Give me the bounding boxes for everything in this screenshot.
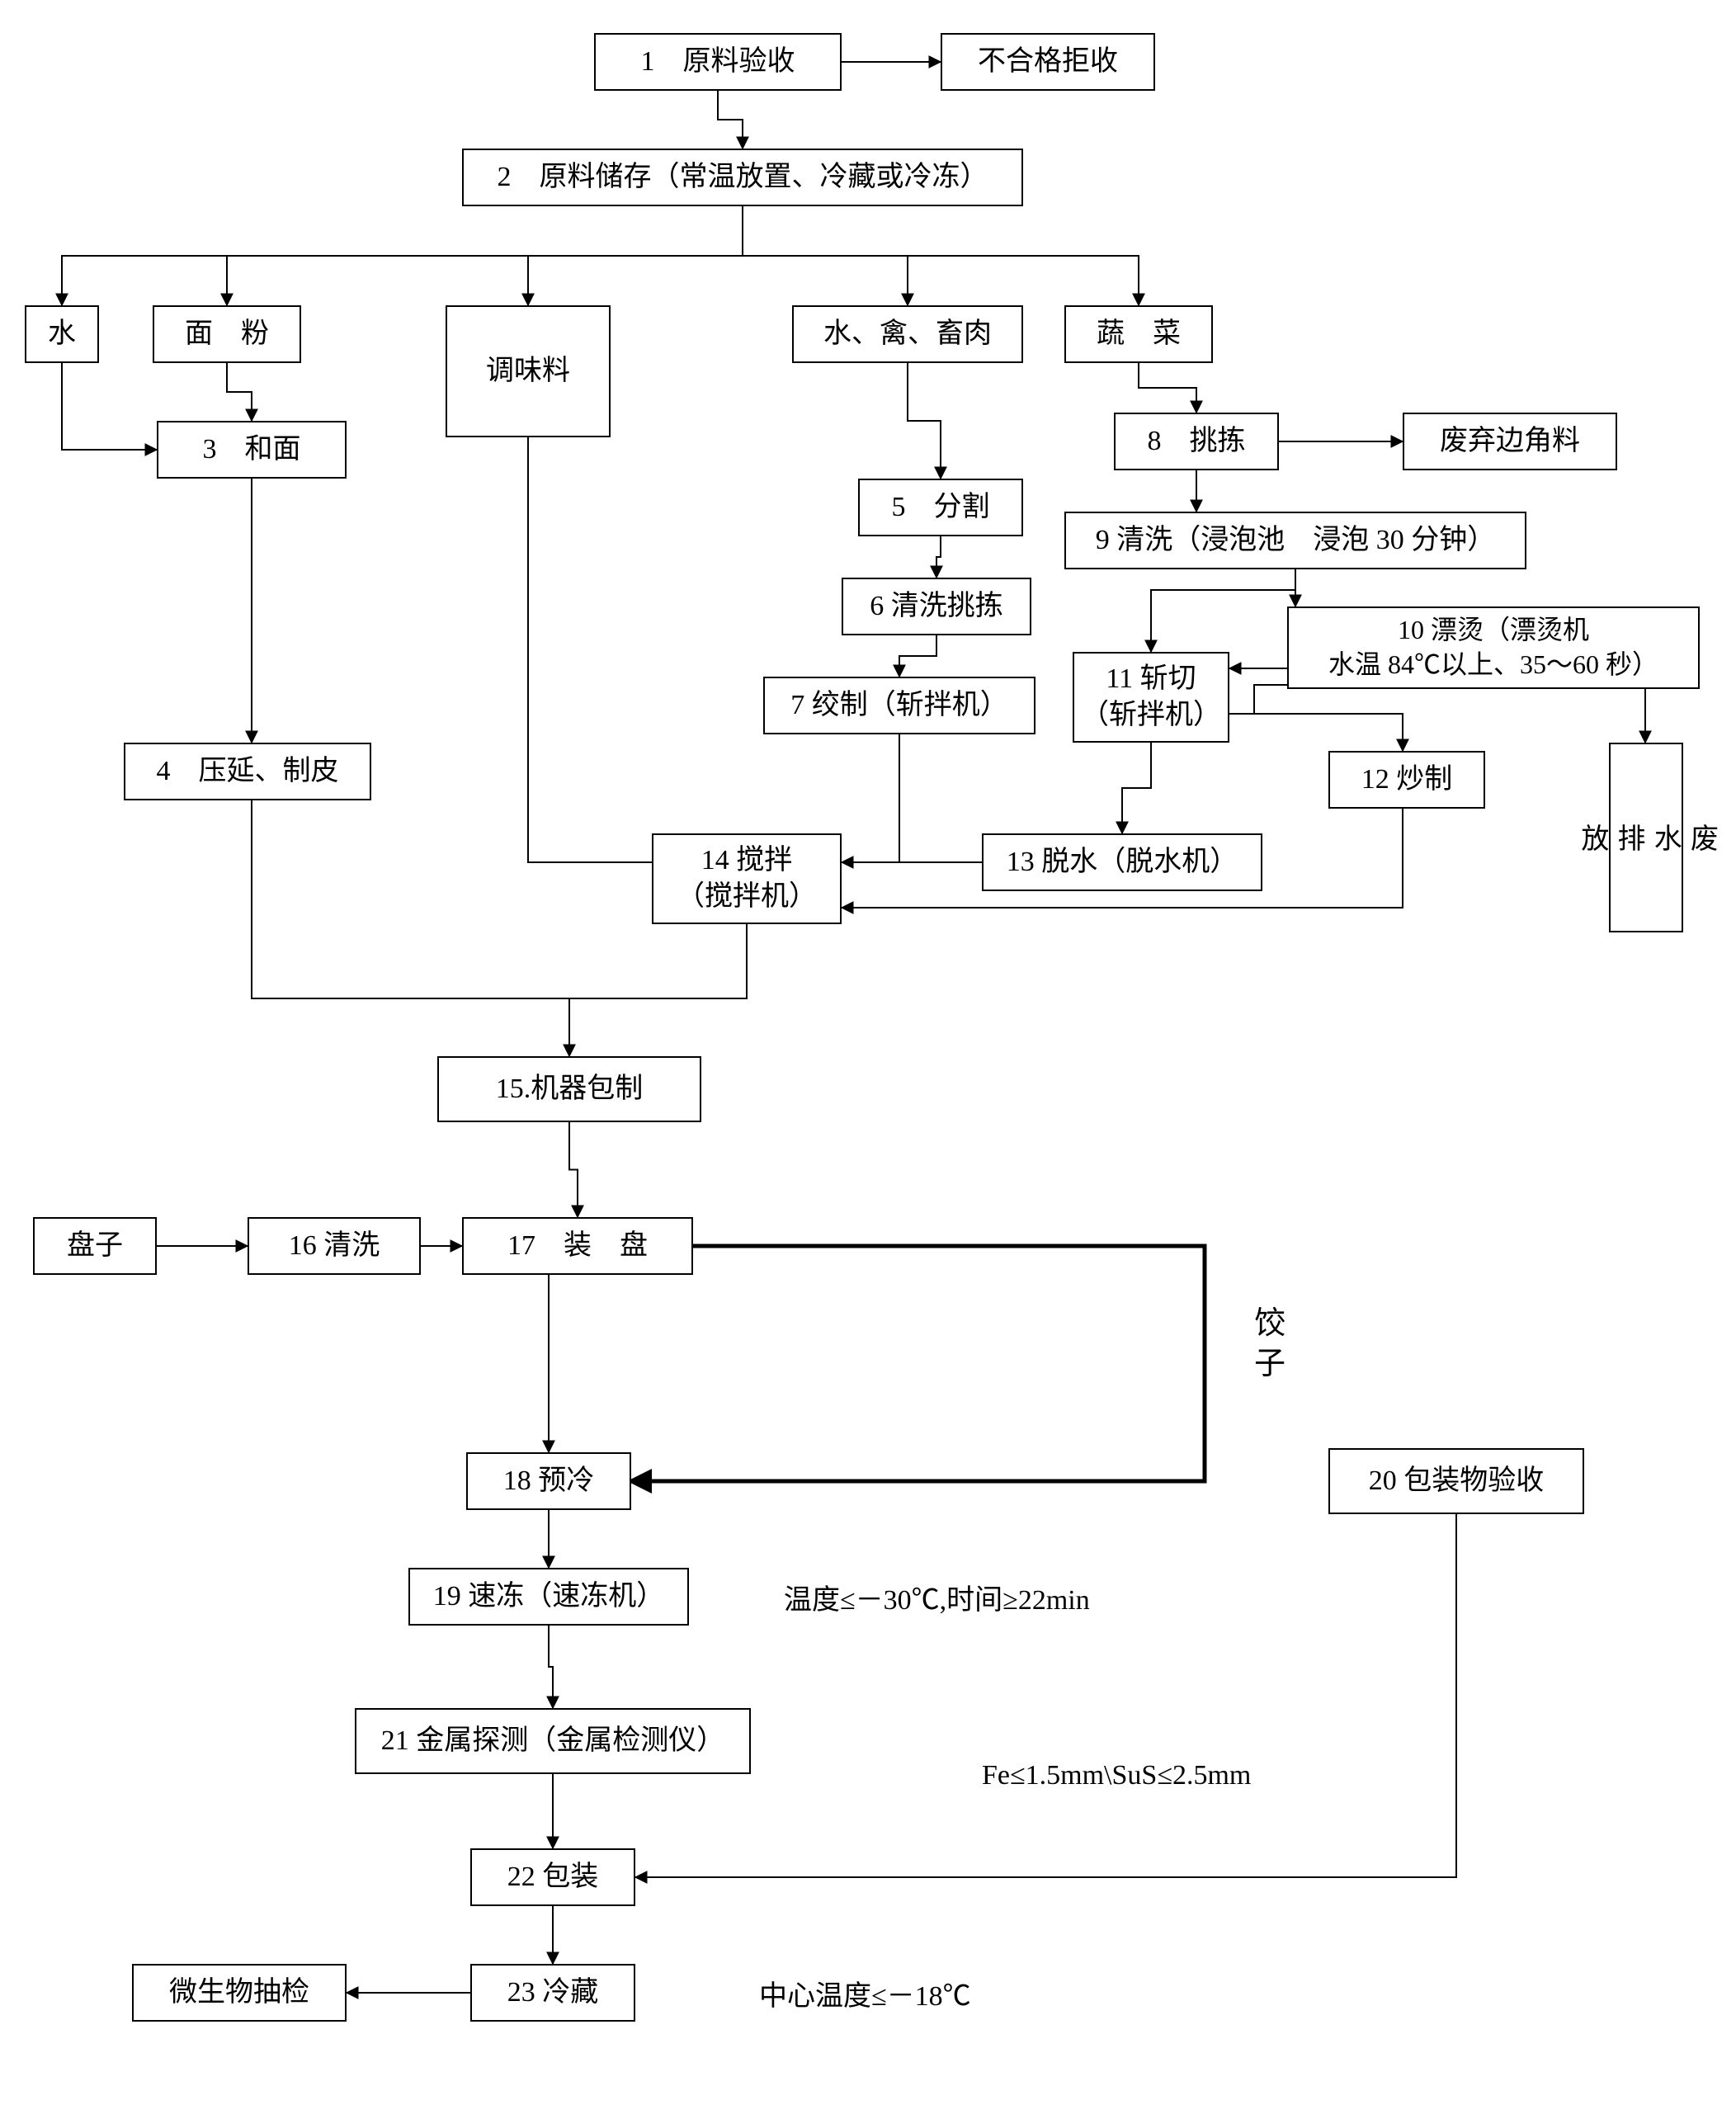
node-n22: 22 包装 — [470, 1848, 635, 1906]
node-n8: 8 挑拣 — [1114, 413, 1279, 470]
node-n5: 5 分割 — [858, 479, 1023, 536]
label-tJiaozi: 饺 子 — [1254, 1304, 1285, 1385]
node-n9: 9 清洗（浸泡池 浸泡 30 分钟） — [1064, 512, 1526, 569]
node-nWater: 水 — [25, 305, 99, 363]
node-nScrap: 废弃边角料 — [1403, 413, 1617, 470]
node-n11: 11 斩切 （斩拌机） — [1073, 652, 1229, 743]
node-n1: 1 原料验收 — [594, 33, 842, 91]
node-n3: 3 和面 — [157, 421, 347, 479]
node-n4: 4 压延、制皮 — [124, 743, 371, 800]
node-nPlate: 盘子 — [33, 1217, 157, 1275]
node-n18: 18 预冷 — [466, 1452, 631, 1510]
node-nFlour: 面 粉 — [153, 305, 301, 363]
node-n17: 17 装 盘 — [462, 1217, 693, 1275]
node-n7: 7 绞制（斩拌机） — [763, 677, 1035, 734]
node-n13: 13 脱水（脱水机） — [982, 833, 1262, 891]
node-nMicro: 微生物抽检 — [132, 1964, 347, 2022]
node-n20: 20 包装物验收 — [1328, 1448, 1584, 1514]
node-nSeason: 调味料 — [446, 305, 611, 437]
node-nMeat: 水、禽、畜肉 — [792, 305, 1023, 363]
node-nVeg: 蔬 菜 — [1064, 305, 1213, 363]
node-nDrain: 废 水 排 放 — [1609, 743, 1683, 932]
node-n23: 23 冷藏 — [470, 1964, 635, 2022]
node-n15: 15.机器包制 — [437, 1056, 701, 1122]
label-tFreeze: 温度≤－30℃,时间≥22min — [784, 1583, 1090, 1619]
node-n21: 21 金属探测（金属检测仪） — [355, 1708, 751, 1774]
node-n12: 12 炒制 — [1328, 751, 1485, 809]
node-n6: 6 清洗挑拣 — [842, 578, 1031, 635]
node-n14: 14 搅拌 （搅拌机） — [652, 833, 842, 924]
node-n2: 2 原料储存（常温放置、冷藏或冷冻） — [462, 149, 1023, 206]
label-tTemp: 中心温度≤－18℃ — [759, 1979, 971, 2015]
node-n10: 10 漂烫（漂烫机 水温 84℃以上、35～60 秒） — [1287, 606, 1700, 689]
node-n19: 19 速冻（速冻机） — [408, 1568, 689, 1626]
node-nReject: 不合格拒收 — [941, 33, 1155, 91]
node-n16: 16 清洗 — [248, 1217, 421, 1275]
flowchart-canvas: 1 原料验收 不合格拒收 2 原料储存（常温放置、冷藏或冷冻） 水面 粉 调味料 水、禽、… — [0, 0, 1736, 2119]
label-tMetal: Fe≤1.5mm\SuS≤2.5mm — [982, 1758, 1251, 1794]
